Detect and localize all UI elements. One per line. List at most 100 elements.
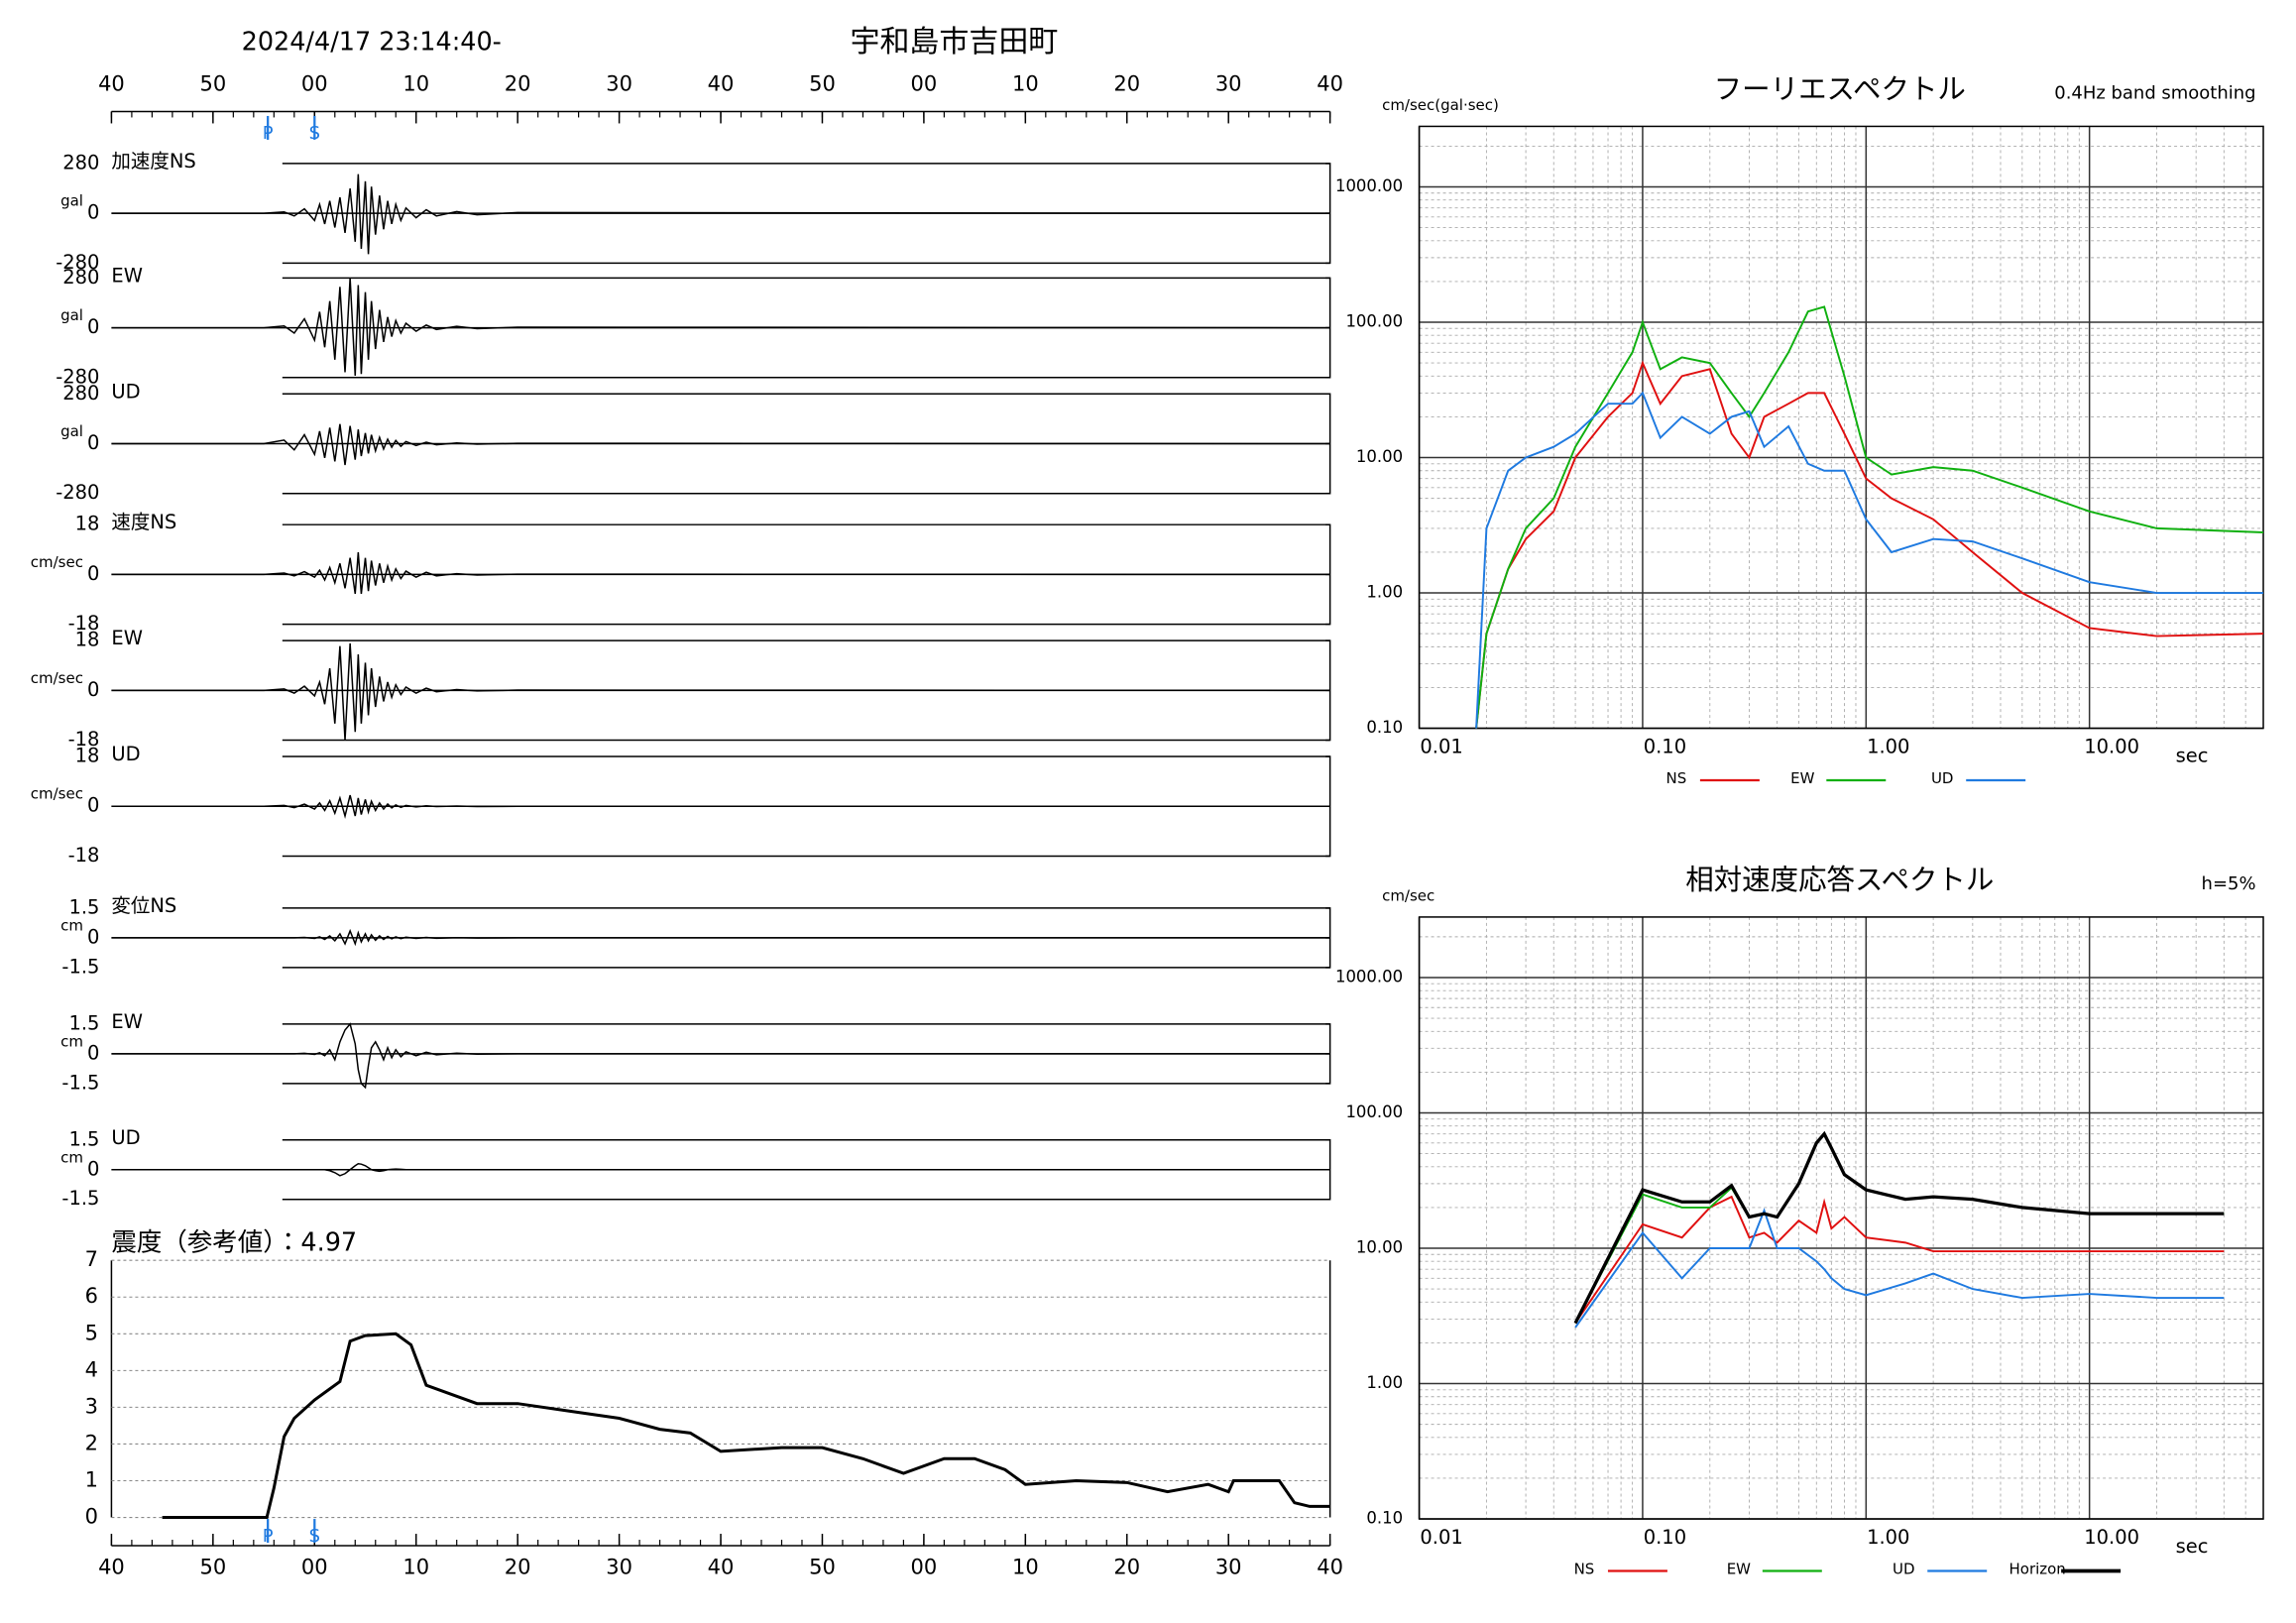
y-tick-label: 7 <box>85 1247 98 1271</box>
spectrum-note: h=5% <box>2202 873 2256 894</box>
y-tick-label: 6 <box>85 1284 98 1308</box>
x-tick-label: 10.00 <box>2084 736 2139 758</box>
x-tick-label: 00 <box>911 71 938 95</box>
spectrum-line <box>1475 391 2264 729</box>
unit-label: gal <box>60 422 83 440</box>
channel-label: UD <box>111 1126 140 1149</box>
spectrum-line <box>1475 360 2264 729</box>
y-tick-label: 0.10 <box>1366 1509 1403 1528</box>
x-tick-label: 40 <box>98 1556 125 1579</box>
legend-label: EW <box>1790 769 1814 787</box>
y-tick-label: 0 <box>87 1041 99 1064</box>
x-tick-label: 50 <box>809 71 836 95</box>
y-tick-label: 0 <box>87 562 99 585</box>
y-unit-label: cm/sec(gal·sec) <box>1382 96 1499 114</box>
spectrum-line <box>1574 1208 2225 1329</box>
waveform-trace <box>111 928 1330 947</box>
legend-label: UD <box>1931 769 1954 787</box>
y-tick-label: 280 <box>62 266 99 289</box>
y-tick-label: 0 <box>87 1157 99 1180</box>
x-tick-label: 00 <box>301 71 328 95</box>
y-tick-label: 1.5 <box>68 1011 99 1034</box>
unit-label: cm/sec <box>31 553 83 571</box>
phase-label: P <box>263 123 274 144</box>
unit-label: cm <box>60 1032 83 1050</box>
phase-label: S <box>309 123 320 144</box>
x-tick-label: 40 <box>708 71 735 95</box>
x-unit-label: sec <box>2176 745 2209 767</box>
datetime: 2024/4/17 23:14:40- <box>242 28 502 58</box>
waveform-trace <box>111 642 1330 741</box>
y-tick-label: -1.5 <box>61 1071 99 1094</box>
y-tick-label: 0 <box>87 794 99 817</box>
plot-frame <box>1418 916 2264 1520</box>
x-tick-label: 50 <box>200 71 227 95</box>
unit-label: cm <box>60 916 83 934</box>
x-tick-label: 50 <box>200 1556 227 1579</box>
y-tick-label: 10.00 <box>1356 1238 1403 1257</box>
spectrum-title: フーリエスペクトル <box>1714 72 1966 105</box>
x-tick-label: 0.10 <box>1644 736 1686 758</box>
channel-label: 速度NS <box>111 511 176 533</box>
spectrum-line <box>1573 1130 2225 1325</box>
x-tick-label: 30 <box>606 71 632 95</box>
channel-label: EW <box>111 264 143 287</box>
y-tick-label: 18 <box>75 745 100 767</box>
x-tick-label: 0.10 <box>1644 1526 1686 1549</box>
y-tick-label: 18 <box>75 629 100 651</box>
y-tick-label: 1.5 <box>68 1127 99 1150</box>
y-tick-label: 0 <box>85 1505 98 1529</box>
y-tick-label: 280 <box>62 382 99 405</box>
x-tick-label: 20 <box>1113 71 1140 95</box>
y-tick-label: -280 <box>56 251 99 274</box>
x-tick-label: 30 <box>1215 71 1242 95</box>
x-tick-label: 10 <box>1012 71 1039 95</box>
waveform-trace <box>111 794 1330 819</box>
y-tick-label: -1.5 <box>61 1187 99 1210</box>
y-tick-label: 4 <box>85 1357 98 1381</box>
legend-label: EW <box>1727 1561 1751 1578</box>
x-tick-label: 40 <box>1317 71 1343 95</box>
waveform-trace <box>111 278 1330 377</box>
spectrum-line <box>1574 1195 2225 1325</box>
waveform-trace <box>111 552 1330 595</box>
y-tick-label: -280 <box>56 365 99 388</box>
y-tick-label: -280 <box>56 481 99 504</box>
legend-label: NS <box>1666 769 1687 787</box>
x-tick-label: 10.00 <box>2084 1526 2139 1549</box>
spectrum-line <box>1475 305 2264 729</box>
channel-label: UD <box>111 380 140 403</box>
y-tick-label: 10.00 <box>1356 447 1403 466</box>
unit-label: gal <box>60 192 83 210</box>
y-tick-label: 5 <box>85 1321 98 1344</box>
y-tick-label: 1000.00 <box>1335 176 1403 195</box>
legend-label: Horizon <box>2009 1561 2066 1578</box>
channel-label: 加速度NS <box>111 150 195 173</box>
y-tick-label: 1000.00 <box>1335 967 1403 985</box>
y-unit-label: cm/sec <box>1382 886 1435 904</box>
y-tick-label: -18 <box>68 728 100 751</box>
y-tick-label: 100.00 <box>1345 1102 1403 1121</box>
phase-label: P <box>263 1526 274 1547</box>
intensity-title: 震度（参考値）：4.97 <box>111 1228 357 1258</box>
waveform-trace <box>111 1162 1330 1177</box>
x-tick-label: 40 <box>1317 1556 1343 1579</box>
y-tick-label: 3 <box>85 1394 98 1418</box>
y-tick-label: 1.5 <box>68 895 99 918</box>
x-tick-label: 00 <box>301 1556 328 1579</box>
y-tick-label: 0.10 <box>1366 718 1403 737</box>
y-tick-label: 0 <box>87 678 99 701</box>
x-tick-label: 20 <box>1113 1556 1140 1579</box>
spectrum-note: 0.4Hz band smoothing <box>2054 82 2255 103</box>
waveform-trace <box>111 423 1330 466</box>
waveform-trace <box>111 1022 1330 1090</box>
unit-label: cm <box>60 1148 83 1166</box>
legend-label: NS <box>1574 1561 1595 1578</box>
y-tick-label: 0 <box>87 431 99 454</box>
x-unit-label: sec <box>2176 1535 2209 1558</box>
unit-label: cm/sec <box>31 785 83 803</box>
x-tick-label: 20 <box>505 1556 531 1579</box>
unit-label: gal <box>60 306 83 324</box>
y-tick-label: 0 <box>87 315 99 338</box>
